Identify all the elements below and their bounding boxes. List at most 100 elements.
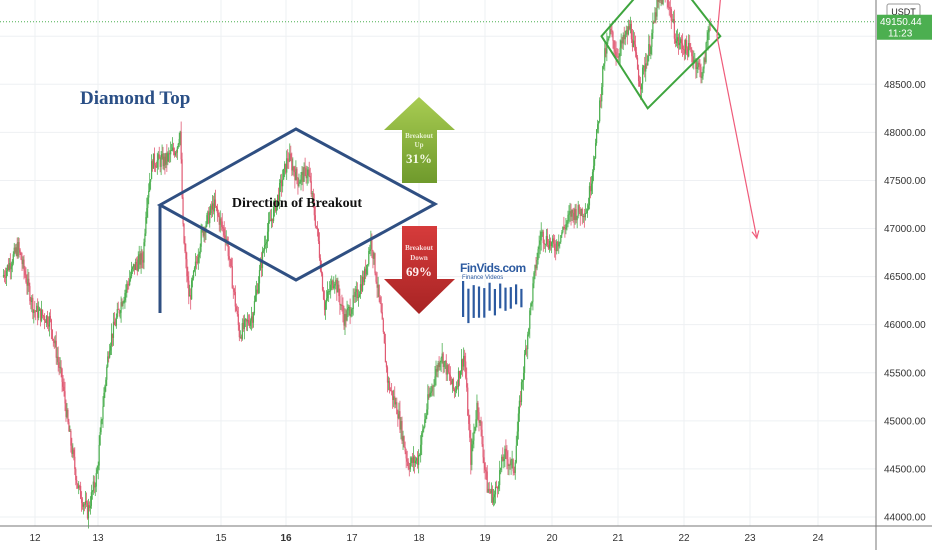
candle-body [527, 334, 529, 350]
candle-body [36, 305, 38, 312]
candle-body [466, 377, 468, 388]
candle-body [450, 380, 452, 385]
candle-body [4, 276, 7, 278]
candle-body [563, 227, 565, 229]
candle-body [397, 414, 399, 419]
candle-body [290, 153, 292, 159]
candle-body [17, 242, 19, 257]
candle-body [50, 319, 52, 330]
candle-body [90, 492, 92, 506]
candle-body [387, 381, 390, 383]
finvids-logo: FinVids.com Finance Videos [460, 261, 526, 324]
candle-body [211, 205, 213, 210]
candle-body [484, 462, 486, 470]
candle-body [37, 305, 39, 318]
candle-body [688, 42, 690, 57]
candle-body [107, 356, 109, 367]
candle-body [500, 467, 502, 471]
svg-text:Breakout: Breakout [405, 244, 434, 252]
candle-body [191, 280, 193, 300]
candle-body [552, 238, 554, 243]
y-axis[interactable]: 44000.00 44500.00 45000.00 45500.00 46000.00… [875, 0, 932, 550]
candle-body [177, 143, 179, 148]
candle-body [252, 313, 255, 323]
candle-body [64, 391, 66, 404]
candle-body [357, 296, 359, 299]
candle-body [35, 311, 37, 313]
candle-body [203, 229, 205, 236]
candle-body [646, 63, 648, 66]
x-axis[interactable]: 12 13 15 16 17 18 19 20 21 22 23 24 [0, 525, 932, 544]
candle-body [553, 238, 555, 244]
candle-body [278, 194, 280, 202]
candle-body [277, 194, 279, 201]
candle-body [391, 390, 393, 392]
candle-body [250, 316, 253, 321]
candle-body [45, 315, 48, 323]
candle-body [515, 445, 517, 463]
candle-body [5, 270, 8, 278]
candle-body [696, 67, 698, 70]
candle-body [187, 276, 189, 281]
candle-body [21, 259, 23, 265]
candle-body [67, 409, 69, 423]
candle-body [210, 205, 212, 213]
candle-body [386, 367, 389, 383]
candle-body [141, 253, 143, 260]
candle-body [157, 154, 159, 161]
candle-body [704, 58, 706, 62]
breakout-projection-arrows[interactable] [716, 0, 760, 240]
candle-body [529, 310, 531, 329]
candle-body [56, 356, 58, 358]
candle-body [2, 274, 5, 277]
candle-body [234, 291, 236, 307]
candle-body [528, 328, 530, 335]
candle-body [593, 158, 596, 166]
candle-body [630, 23, 632, 40]
candle-body [454, 390, 457, 392]
candle-body [301, 171, 303, 175]
candle-body [364, 268, 366, 283]
candle-body [131, 267, 134, 270]
candle-body [60, 366, 62, 369]
candle-body [13, 247, 15, 255]
candle-body [61, 368, 63, 382]
candle-body [470, 437, 472, 465]
candle-body [256, 289, 259, 293]
candle-body [658, 0, 660, 2]
x-tick-label: 19 [479, 533, 491, 544]
candle-body [507, 459, 509, 466]
candle-body [89, 505, 92, 509]
breakout-down-arrow: Breakout Down 69% [384, 226, 455, 314]
breakout-down-percent: 69% [406, 264, 432, 279]
candle-body [508, 464, 510, 466]
candle-body [452, 378, 455, 389]
candle-body [383, 332, 385, 344]
candle-body [209, 212, 211, 224]
x-tick-label: 20 [546, 533, 558, 544]
candle-body [63, 386, 65, 392]
candle-body [514, 462, 516, 473]
candle-body [220, 218, 222, 222]
candle-body [331, 280, 333, 285]
candle-body [31, 297, 33, 303]
candle-body [490, 488, 492, 494]
candle-body [329, 291, 331, 292]
y-tick-label: 44500.00 [884, 464, 926, 475]
candle-body [413, 456, 416, 464]
candle-body [284, 163, 286, 170]
candle-body [614, 49, 616, 52]
candle-body [591, 172, 594, 184]
candle-body [592, 165, 595, 173]
candle-body [678, 42, 681, 46]
candle-body [135, 262, 137, 265]
candle-body [583, 216, 585, 218]
candle-body [313, 202, 315, 216]
candle-body [571, 209, 573, 217]
candle-body [381, 312, 383, 320]
candle-body [395, 402, 397, 405]
diamond-pattern-shape[interactable] [600, 0, 722, 110]
candle-body [468, 415, 470, 424]
candle-body [116, 309, 118, 318]
